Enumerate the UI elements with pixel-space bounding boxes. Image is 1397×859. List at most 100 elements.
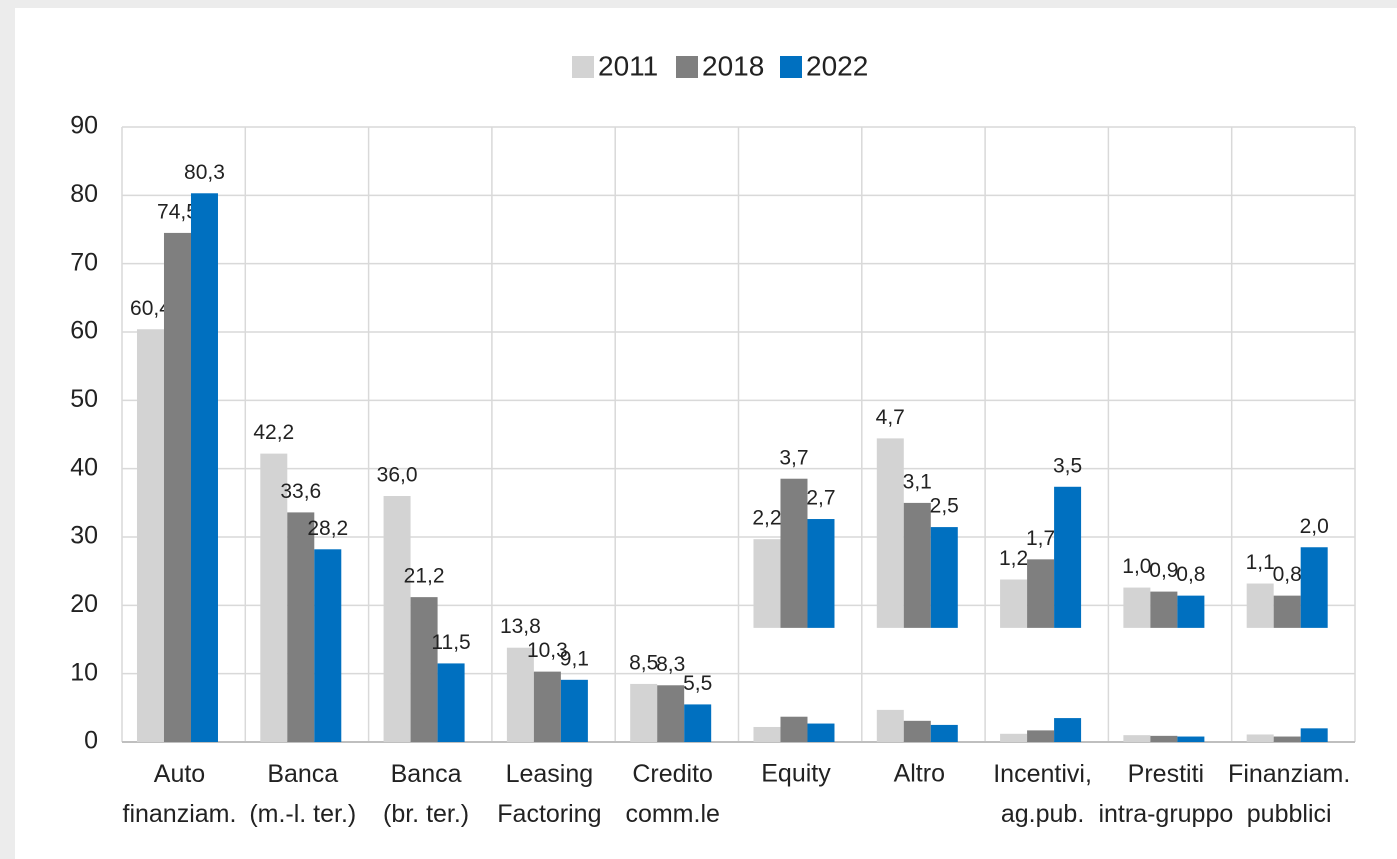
bar-zoom (1027, 559, 1055, 628)
bar (410, 597, 438, 742)
value-label: 8,3 (656, 653, 685, 676)
bar (930, 724, 958, 742)
value-label: 13,8 (500, 615, 541, 638)
bar-zoom (1123, 587, 1151, 628)
bar (1246, 734, 1274, 742)
value-label: 2,0 (1300, 515, 1329, 538)
legend-label: 2011 (598, 50, 658, 81)
bar (287, 512, 315, 742)
value-label: 80,3 (184, 161, 225, 184)
bar (260, 453, 288, 742)
bar (876, 709, 904, 742)
bar (1123, 735, 1151, 742)
y-tick-label: 20 (70, 590, 98, 618)
value-label: 1,0 (1122, 555, 1151, 578)
bar (437, 663, 465, 742)
y-tick-label: 90 (70, 112, 98, 140)
value-label: 2,7 (806, 487, 835, 510)
value-label: 33,6 (280, 480, 321, 503)
y-tick-label: 60 (70, 317, 98, 345)
legend-label: 2018 (702, 50, 764, 81)
bar (753, 726, 781, 742)
bar-zoom (1054, 486, 1082, 628)
bar-zoom (780, 478, 808, 628)
bar (560, 679, 588, 742)
bar (657, 685, 685, 742)
bar (903, 720, 931, 742)
x-tick-label: Finanziam. pubblici (1228, 760, 1350, 828)
bar (1027, 730, 1055, 742)
value-label: 3,7 (779, 446, 808, 469)
value-label: 3,1 (903, 470, 932, 493)
y-tick-label: 40 (70, 453, 98, 481)
value-label: 0,8 (1176, 563, 1205, 586)
value-label: 1,2 (999, 547, 1028, 570)
bar (163, 232, 191, 742)
bar-zoom (1150, 591, 1178, 628)
bar (1273, 736, 1301, 742)
x-tick-label: Prestiti intra-gruppo (1098, 760, 1233, 828)
bar (780, 716, 808, 742)
bar-zoom (1300, 547, 1328, 628)
y-tick-label: 70 (70, 248, 98, 276)
bar (807, 723, 835, 742)
x-tick-label: Incentivi, ag.pub. (993, 760, 1092, 828)
bar-zoom (903, 502, 931, 628)
value-label: 2,2 (752, 507, 781, 530)
bar (1150, 735, 1178, 742)
bar (383, 496, 411, 742)
bar-zoom (1273, 595, 1301, 628)
value-label: 36,0 (377, 464, 418, 487)
bar (314, 549, 342, 742)
bar-zoom (876, 438, 904, 628)
value-label: 1,7 (1026, 527, 1055, 550)
bar (533, 671, 561, 742)
value-label: 74,5 (157, 200, 198, 223)
bar-zoom (1000, 579, 1028, 628)
y-tick-label: 0 (84, 727, 98, 755)
value-label: 21,2 (404, 565, 445, 588)
bar (1177, 736, 1205, 742)
bar-zoom (807, 519, 835, 628)
value-label: 0,9 (1149, 559, 1178, 582)
bar (1000, 733, 1028, 742)
bar (684, 704, 712, 742)
value-label: 2,5 (930, 495, 959, 518)
value-label: 10,3 (527, 639, 568, 662)
value-label: 60,4 (130, 297, 171, 320)
legend-swatch (780, 56, 802, 78)
value-label: 28,2 (307, 517, 348, 540)
x-tick-label: Banca (br. ter.) (383, 760, 469, 828)
bar-zoom (753, 539, 781, 628)
value-label: 42,2 (253, 421, 294, 444)
value-label: 8,5 (629, 651, 658, 674)
x-tick-label: Credito comm.le (625, 760, 719, 828)
value-label: 0,8 (1273, 563, 1302, 586)
bar-zoom (1177, 595, 1205, 628)
bar (1300, 728, 1328, 742)
x-tick-label: Banca (m.-l. ter.) (249, 760, 356, 828)
x-tick-label: Altro (894, 760, 945, 788)
value-label: 9,1 (560, 647, 589, 670)
bar (190, 193, 218, 743)
x-tick-label: Leasing Factoring (497, 760, 601, 828)
x-tick-label: Auto finanziam. (123, 760, 237, 828)
y-tick-label: 50 (70, 385, 98, 413)
bar-zoom (930, 527, 958, 628)
bar (136, 329, 164, 742)
legend-swatch (572, 56, 594, 78)
value-label: 3,5 (1053, 454, 1082, 477)
x-tick-label: Equity (761, 760, 831, 788)
bar (630, 683, 658, 742)
legend-label: 2022 (806, 50, 868, 81)
bar (1054, 718, 1082, 742)
legend-swatch (676, 56, 698, 78)
value-label: 1,1 (1246, 551, 1275, 574)
bar (506, 647, 534, 742)
value-label: 11,5 (431, 631, 470, 654)
bar-zoom (1246, 583, 1274, 628)
value-label: 5,5 (683, 672, 712, 695)
y-tick-label: 30 (70, 522, 98, 550)
y-tick-label: 80 (70, 180, 98, 208)
